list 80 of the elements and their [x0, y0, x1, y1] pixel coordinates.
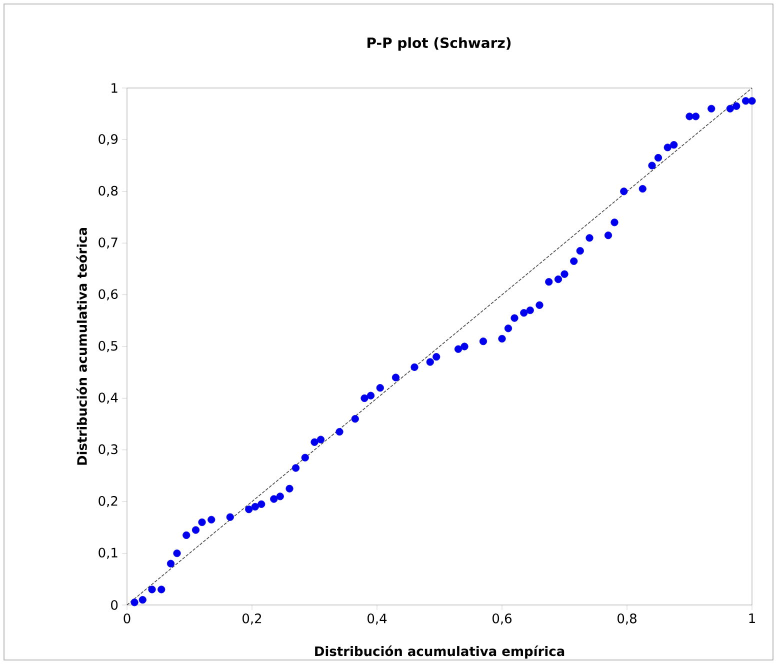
point: [245, 506, 253, 514]
y-tick-label: 0,2: [98, 496, 118, 508]
y-tick-label: 0,5: [98, 340, 118, 352]
point: [742, 97, 750, 105]
point: [316, 436, 325, 444]
point: [648, 162, 656, 170]
point: [158, 586, 166, 594]
point: [560, 270, 568, 278]
point: [270, 495, 278, 503]
point: [686, 112, 694, 120]
point: [310, 438, 318, 446]
point: [664, 144, 672, 152]
x-axis-title: Distribución acumulativa empírica: [315, 646, 564, 659]
point: [192, 526, 200, 534]
point: [570, 257, 578, 265]
point: [726, 104, 734, 112]
point: [692, 112, 700, 120]
point: [173, 549, 181, 558]
point: [748, 97, 756, 105]
y-tick-label: 0,4: [98, 392, 118, 404]
point: [554, 275, 562, 284]
point: [610, 218, 618, 226]
y-tick-label: 0,9: [98, 134, 118, 146]
y-tick-label: 0,8: [98, 186, 118, 197]
x-tick-label: 0,8: [618, 614, 636, 625]
x-tick-label: 0,2: [242, 614, 262, 625]
point: [586, 234, 594, 242]
point: [226, 513, 234, 521]
y-tick-label: 0,1: [98, 548, 118, 559]
point: [545, 278, 553, 286]
point: [392, 374, 400, 382]
y-tick-label: 0,7: [98, 238, 118, 249]
point: [366, 392, 375, 400]
y-tick-label: 0,6: [98, 289, 118, 300]
point: [130, 598, 138, 606]
point: [520, 309, 528, 317]
point: [336, 428, 344, 436]
point: [148, 586, 156, 594]
point: [198, 518, 206, 526]
point: [638, 185, 646, 193]
chart-title: P-P plot (Schwarz): [368, 37, 511, 51]
point: [166, 560, 175, 568]
point: [732, 102, 740, 110]
point: [208, 516, 216, 524]
point: [604, 232, 612, 240]
point: [454, 345, 462, 353]
y-tick-label: 0,3: [98, 444, 118, 456]
point: [536, 301, 544, 309]
point: [479, 338, 488, 346]
point: [182, 531, 190, 539]
point: [510, 314, 518, 322]
point: [351, 415, 359, 423]
point: [258, 500, 266, 508]
point: [251, 502, 259, 511]
point: [286, 484, 294, 492]
point: [526, 306, 534, 314]
y-axis-title: Distribución acumulativa teórica: [76, 228, 87, 465]
point: [138, 596, 146, 604]
point: [504, 324, 512, 332]
point: [410, 363, 418, 371]
x-tick-label: 0,4: [368, 614, 387, 625]
x-tick-label: 0,6: [492, 614, 512, 625]
x-tick-label: 0: [124, 614, 130, 624]
point: [376, 384, 384, 392]
point: [708, 104, 716, 112]
point: [301, 454, 309, 462]
y-tick-label: 0: [111, 600, 118, 610]
point: [498, 334, 506, 343]
point: [276, 492, 284, 500]
x-tick-label: 1: [749, 614, 755, 623]
point: [670, 141, 678, 149]
point: [360, 394, 368, 402]
point: [576, 247, 584, 255]
point: [620, 188, 628, 196]
point: [460, 342, 468, 350]
point: [432, 353, 440, 361]
point: [654, 154, 662, 162]
point: [426, 358, 434, 366]
y-tick-label: 1: [112, 83, 118, 93]
point: [292, 464, 300, 472]
